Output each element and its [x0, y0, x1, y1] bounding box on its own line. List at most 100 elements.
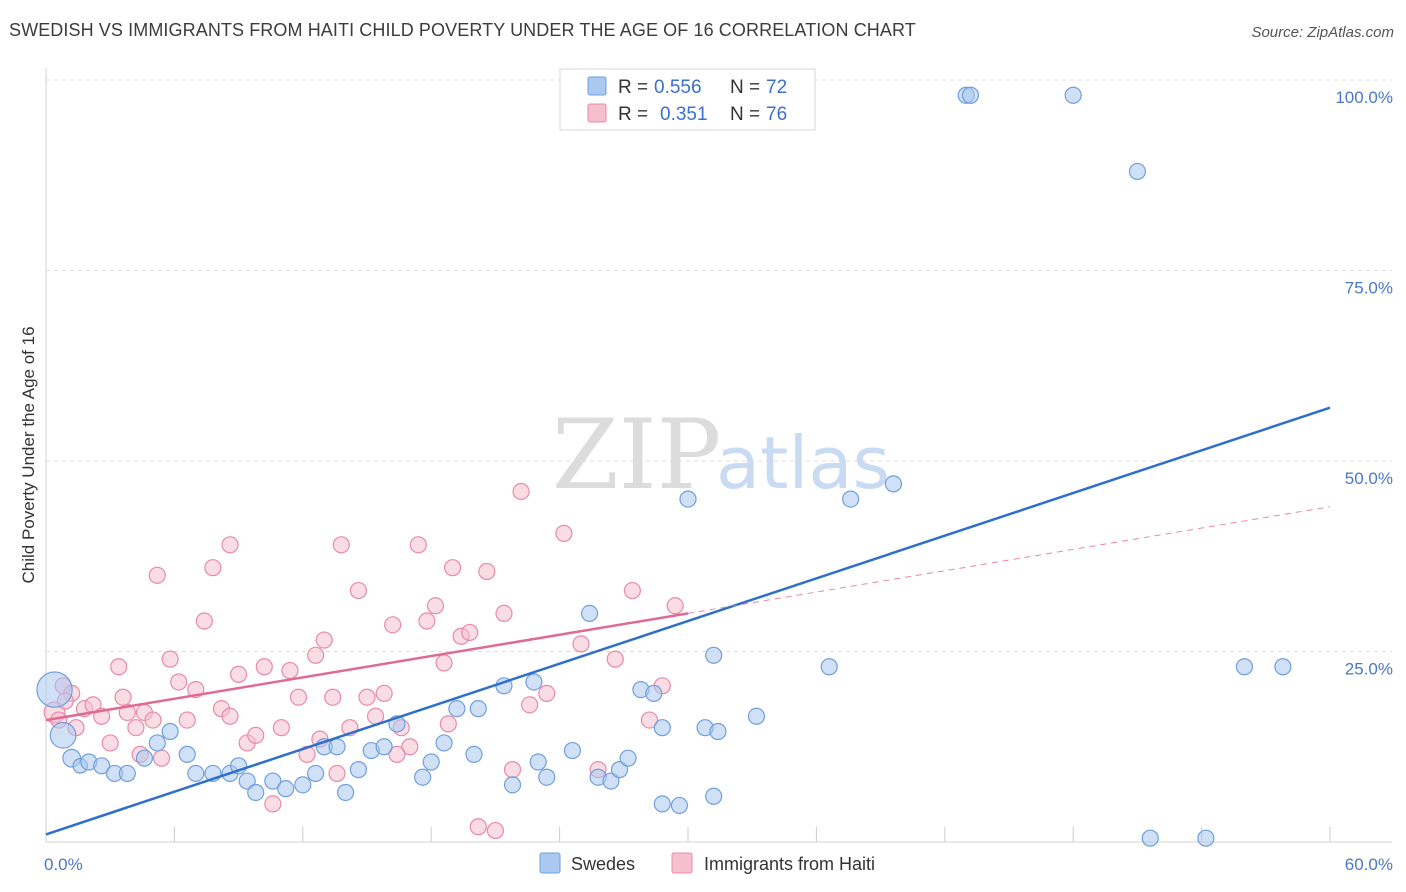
swedes-point	[645, 684, 663, 703]
haiti-point	[328, 764, 346, 783]
haiti-point	[512, 482, 530, 501]
legend-n-label: N =	[730, 77, 760, 98]
haiti-point	[521, 696, 539, 714]
swedes-point	[538, 768, 556, 786]
swedes-point	[135, 749, 154, 767]
swedes-point	[414, 768, 432, 786]
swedes-point	[36, 671, 73, 708]
haiti-point	[503, 761, 522, 779]
legend-n-value: 72	[766, 77, 787, 98]
haiti-point	[461, 623, 479, 642]
y-tick-label: 25.0%	[1345, 660, 1393, 679]
haiti-point	[144, 711, 162, 729]
swedes-point	[187, 764, 205, 783]
swedes-point	[747, 707, 766, 725]
legend-r-value: 0.556	[654, 77, 702, 98]
haiti-point	[178, 711, 196, 729]
swedes-point	[705, 787, 723, 805]
haiti-point	[572, 635, 590, 653]
series-haiti-points	[43, 482, 684, 840]
haiti-point	[221, 536, 239, 554]
source-label: Source: ZipAtlas.com	[1251, 24, 1394, 41]
swedes-point	[307, 764, 325, 783]
chart-title: SWEDISH VS IMMIGRANTS FROM HAITI CHILD P…	[9, 20, 916, 40]
swedes-point	[820, 658, 838, 676]
swedes-point	[679, 490, 697, 508]
x-tick-label: 60.0%	[1345, 855, 1393, 874]
haiti-point	[388, 745, 406, 763]
legend-n-label: N =	[730, 104, 760, 125]
haiti-point	[272, 719, 290, 737]
legend-r-label: R =	[618, 77, 648, 98]
haiti-point	[114, 688, 132, 706]
swedes-point	[178, 745, 196, 763]
haiti-point	[349, 581, 368, 600]
trend-line-haiti	[45, 612, 689, 722]
swedes-point	[469, 700, 487, 718]
swedes-point	[961, 86, 980, 104]
haiti-point	[195, 612, 213, 630]
haiti-point	[358, 688, 376, 706]
swedes-point	[422, 753, 440, 771]
haiti-point	[384, 616, 402, 634]
haiti-point	[221, 707, 239, 725]
swedes-point	[435, 734, 453, 752]
swedes-point	[337, 783, 355, 802]
swedes-point	[709, 722, 727, 741]
y-tick-label: 75.0%	[1345, 279, 1393, 298]
haiti-point	[110, 658, 128, 676]
swedes-point	[610, 761, 629, 779]
swedes-point	[238, 772, 256, 790]
haiti-point	[640, 711, 659, 729]
haiti-point	[555, 524, 573, 542]
swedes-point	[563, 741, 582, 760]
bottom-legend: Swedes Immigrants from Haiti	[539, 852, 875, 874]
bottom-legend-swatch-swedes	[539, 852, 561, 874]
haiti-point	[324, 688, 342, 706]
haiti-point	[230, 665, 248, 683]
haiti-point	[170, 673, 188, 691]
y-axis-label: Child Poverty Under the Age of 16	[19, 326, 38, 583]
bottom-legend-haiti: Immigrants from Haiti	[704, 854, 875, 874]
haiti-point	[289, 688, 308, 706]
swedes-point	[49, 721, 77, 749]
swedes-point	[161, 722, 179, 741]
swedes-point	[653, 719, 671, 737]
haiti-point	[127, 719, 145, 737]
swedes-point	[503, 776, 522, 794]
x-tick-label: 0.0%	[44, 855, 83, 874]
y-tick-label: 100.0%	[1335, 88, 1393, 107]
haiti-point	[439, 715, 457, 733]
swedes-point	[1141, 829, 1159, 847]
swedes-point	[525, 673, 543, 691]
tick-labels: 100.0% 75.0% 50.0% 25.0% 0.0% 60.0%	[44, 88, 1393, 874]
haiti-point	[307, 646, 325, 664]
swedes-point	[705, 646, 723, 664]
haiti-point	[623, 581, 641, 600]
haiti-point	[401, 738, 419, 756]
swedes-point	[328, 738, 346, 756]
haiti-point	[204, 559, 222, 577]
haiti-point	[435, 654, 453, 672]
haiti-point	[315, 631, 333, 649]
swedes-point	[118, 764, 136, 783]
swedes-point	[448, 700, 466, 718]
swedes-point	[580, 604, 599, 623]
haiti-point	[486, 821, 504, 840]
swedes-point	[1197, 829, 1215, 847]
haiti-point	[101, 734, 119, 752]
haiti-point	[478, 562, 496, 581]
gridlines	[46, 79, 1392, 652]
watermark-atlas: atlas	[716, 421, 890, 505]
haiti-point	[469, 818, 487, 836]
swedes-point	[619, 749, 637, 767]
swedes-point	[247, 783, 265, 802]
haiti-point	[332, 536, 350, 554]
swedes-point	[670, 796, 689, 815]
haiti-point	[247, 726, 265, 744]
haiti-point	[666, 597, 684, 615]
swedes-point	[93, 757, 111, 775]
swedes-point	[884, 475, 903, 493]
legend-box: R = 0.556 N = 72 R = 0.351 N = 76	[559, 68, 816, 131]
